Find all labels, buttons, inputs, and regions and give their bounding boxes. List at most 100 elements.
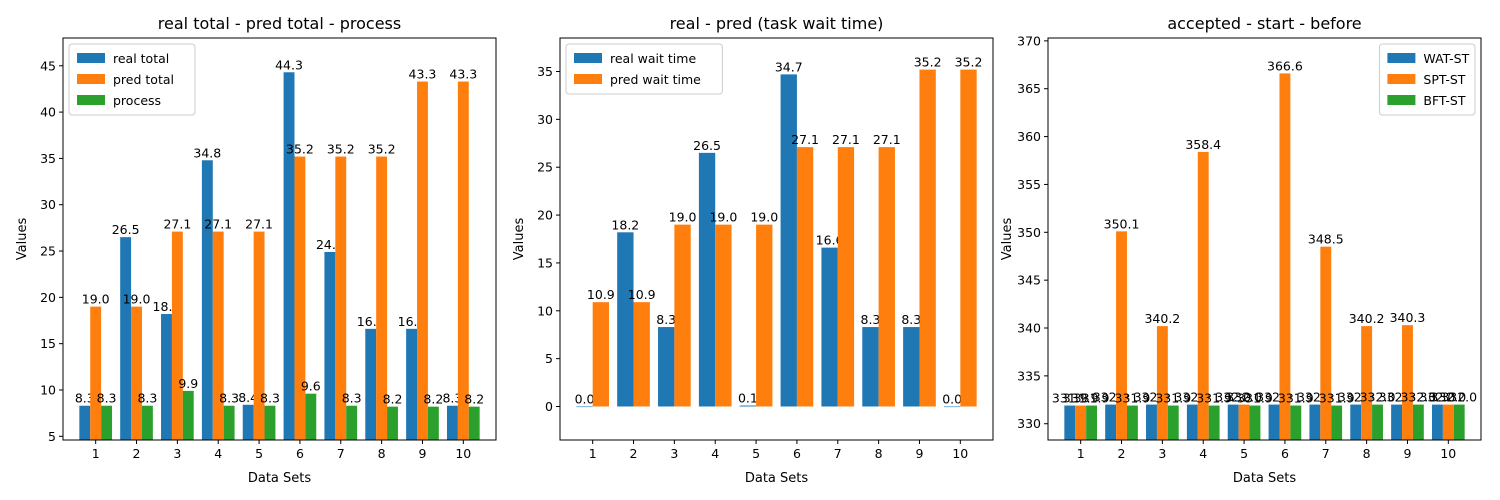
x-tick-label: 9 <box>1403 446 1411 461</box>
data-label: 331.9 <box>1155 391 1191 406</box>
bar-wat-st <box>1268 404 1280 440</box>
bar-real-wait-time <box>821 247 838 407</box>
bar-bft-st <box>1167 405 1179 440</box>
y-tick-label: 345 <box>1017 273 1041 288</box>
bar-spt-st <box>1402 325 1413 440</box>
y-axis-label: Values <box>512 218 527 261</box>
y-axis-label: Values <box>15 218 30 261</box>
bar-real-wait-time <box>617 232 634 407</box>
x-tick-label: 1 <box>1077 446 1085 461</box>
chart-panel-1: real total - pred total - process5101520… <box>15 14 497 486</box>
x-tick-label: 7 <box>834 446 842 461</box>
x-tick-label: 4 <box>214 446 222 461</box>
bar-process <box>223 405 235 440</box>
legend-swatch <box>574 74 602 84</box>
y-tick-label: 5 <box>545 351 553 366</box>
data-label: 19.0 <box>123 292 151 307</box>
bar-pred-wait-time <box>633 302 650 407</box>
data-label: 8.2 <box>423 392 443 407</box>
legend-label: real wait time <box>610 51 696 66</box>
bar-spt-st <box>1238 404 1250 440</box>
data-label: 44.3 <box>275 57 303 72</box>
bar-spt-st <box>1116 231 1127 440</box>
y-tick-label: 5 <box>48 429 56 444</box>
bar-spt-st <box>1075 405 1087 440</box>
x-tick-label: 10 <box>455 446 471 461</box>
bar-real-wait-time <box>658 327 675 407</box>
bar-pred-total <box>376 156 388 441</box>
bar-real-total <box>446 405 458 440</box>
y-tick-label: 355 <box>1017 177 1041 192</box>
data-label: 340.2 <box>1349 311 1385 326</box>
x-tick-label: 6 <box>793 446 801 461</box>
y-tick-label: 20 <box>40 290 56 305</box>
chart-panel-3: accepted - start - before330335340345350… <box>1000 14 1482 486</box>
data-label: 27.1 <box>873 132 901 147</box>
y-tick-label: 20 <box>537 208 553 223</box>
y-tick-label: 30 <box>40 197 56 212</box>
bar-process <box>346 405 358 440</box>
y-tick-label: 30 <box>537 112 553 127</box>
x-tick-label: 6 <box>296 446 304 461</box>
y-axis-label: Values <box>1000 218 1015 261</box>
data-label: 8.4 <box>238 390 258 405</box>
bar-bft-st <box>1249 405 1261 440</box>
bar-pred-total <box>457 81 469 441</box>
data-label: 27.1 <box>791 132 819 147</box>
bar-real-wait-time <box>780 74 797 407</box>
y-tick-label: 350 <box>1017 225 1041 240</box>
bar-process <box>182 390 194 440</box>
data-label: 35.2 <box>914 55 942 70</box>
x-tick-label: 5 <box>255 446 263 461</box>
plot-frame <box>1047 37 1482 441</box>
x-tick-label: 2 <box>630 446 638 461</box>
data-label: 27.1 <box>832 132 860 147</box>
bar-process <box>387 406 398 440</box>
bar-spt-st <box>1156 326 1168 440</box>
legend-label: WAT-ST <box>1423 51 1469 66</box>
bar-pred-wait-time <box>837 147 855 407</box>
bar-bft-st <box>1412 404 1424 440</box>
data-label: 19.0 <box>82 292 110 307</box>
data-label: 350.1 <box>1104 216 1140 231</box>
x-tick-label: 1 <box>92 446 100 461</box>
x-tick-label: 7 <box>337 446 345 461</box>
bar-wat-st <box>1309 404 1321 440</box>
bar-process <box>305 393 317 440</box>
data-label: 0.1 <box>738 391 758 406</box>
y-tick-label: 25 <box>40 244 56 259</box>
x-tick-label: 3 <box>1158 446 1166 461</box>
bar-pred-total <box>253 231 265 440</box>
data-label: 19.0 <box>709 210 737 225</box>
data-label: 332.0 <box>1400 390 1436 405</box>
data-label: 35.2 <box>368 142 396 157</box>
bar-spt-st <box>1279 73 1291 441</box>
bar-bft-st <box>1290 405 1302 440</box>
data-label: 332.0 <box>1360 390 1396 405</box>
bar-wat-st <box>1105 404 1117 440</box>
x-tick-label: 3 <box>173 446 181 461</box>
data-label: 26.5 <box>112 222 140 237</box>
x-tick-label: 6 <box>1281 446 1289 461</box>
bar-real-total <box>365 328 377 440</box>
legend-swatch <box>77 74 105 84</box>
data-label: 348.5 <box>1308 232 1344 247</box>
bar-bft-st <box>1372 404 1383 440</box>
bar-pred-wait-time <box>796 147 814 407</box>
legend-label: pred wait time <box>610 72 701 87</box>
data-label: 19.0 <box>669 210 697 225</box>
data-label: 332.0 <box>1420 390 1456 405</box>
x-tick-label: 8 <box>875 446 883 461</box>
bar-bft-st <box>1453 404 1465 440</box>
bar-bft-st <box>1208 405 1220 440</box>
legend-box <box>565 43 723 95</box>
data-label: 43.3 <box>409 67 437 82</box>
data-label: 331.9 <box>1237 391 1273 406</box>
data-label: 340.3 <box>1390 310 1426 325</box>
bar-pred-wait-time <box>715 224 732 407</box>
bar-real-total <box>283 72 295 441</box>
x-axis-label: Data Sets <box>1233 471 1297 486</box>
data-label: 8.2 <box>464 392 484 407</box>
data-label: 331.9 <box>1196 391 1232 406</box>
y-tick-label: 35 <box>40 151 56 166</box>
